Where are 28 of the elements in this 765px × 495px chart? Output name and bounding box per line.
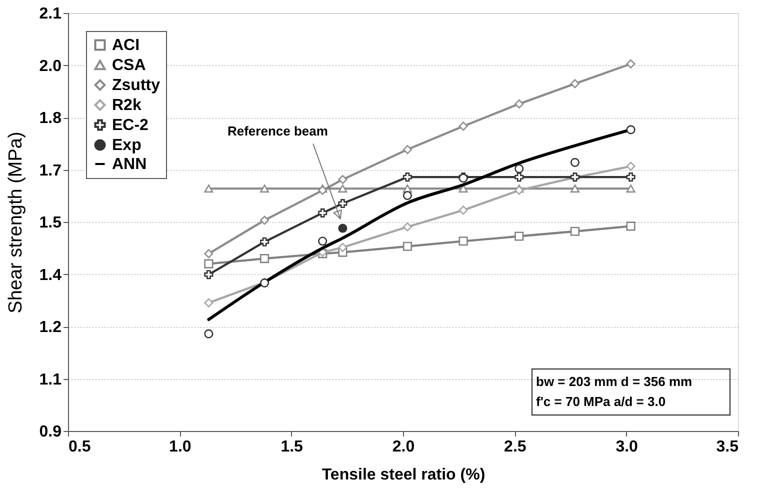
x-tick-label: 3.0 [616,438,638,456]
x-axis-title: Tensile steel ratio (%) [322,466,486,484]
x-tick-label: 3.5 [716,438,739,456]
annotation: Reference beam [227,123,328,138]
y-tick-label: 1.2 [39,319,62,336]
y-tick-label: 0.9 [39,424,62,440]
annotation: bw = 203 mm d = 356 mm [536,374,692,389]
y-axis-title: Shear strength (MPa) [5,132,26,314]
x-tick-label: 1.5 [280,438,304,456]
y-tick-label: 1.1 [39,371,62,388]
x-tick-label: 2.5 [504,438,526,456]
annotation: f'c = 70 MPa a/d = 3.0 [536,394,666,409]
y-tick-label: 2.1 [39,6,62,22]
y-tick-label: 1.7 [39,162,62,180]
y-tick-label: 1.4 [39,266,62,284]
x-tick-label: 1.0 [169,438,192,456]
legend-label: R2k [112,97,142,114]
legend-label: Exp [112,137,142,154]
y-tick-label: 2.0 [39,58,62,75]
y-tick-label: 1.5 [39,214,62,232]
legend-label: Zsutty [112,77,160,94]
legend-label: ANN [112,156,147,173]
legend-label: EC-2 [112,117,149,134]
x-tick-label: 0.5 [68,438,91,456]
x-tick-label: 2.0 [392,438,415,456]
legend-label: CSA [112,57,146,74]
y-tick-label: 1.8 [39,110,62,127]
legend-label: ACI [112,37,140,54]
